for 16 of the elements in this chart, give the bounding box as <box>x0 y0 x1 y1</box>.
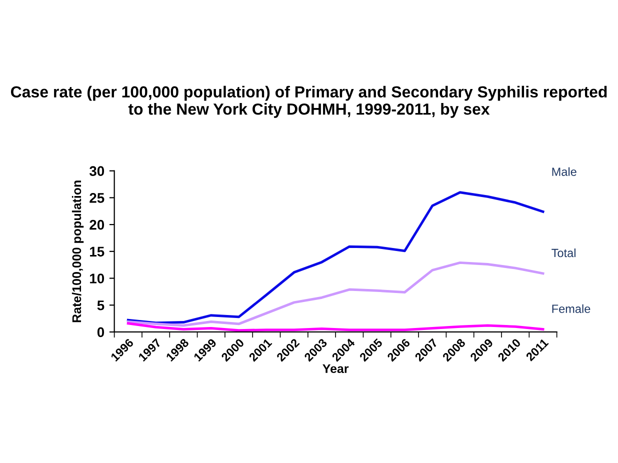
series-label: Total <box>552 248 576 258</box>
y-tick-label: 30 <box>89 166 104 176</box>
line-series <box>126 322 544 332</box>
y-axis-title: Rate/100,000 population <box>72 180 84 322</box>
line-series <box>126 261 544 327</box>
text: Male <box>552 167 576 176</box>
y-tick-label: 25 <box>90 193 104 203</box>
y-tick-label: 5 <box>97 300 104 310</box>
y-tick-label: 20 <box>90 220 104 230</box>
line-series <box>126 191 544 324</box>
y-tick-label: 15 <box>90 246 104 257</box>
y-tick-label: 10 <box>90 274 104 284</box>
y-tick-label: 0 <box>97 327 104 338</box>
chart-title: Case rate (per 100,000 population) of Primary and Secondary Syphilis reported to the New York City DOHMH, 1999-2011, by sex <box>10 86 607 118</box>
series-label: Female <box>552 304 590 314</box>
x-axis-title: Year <box>322 364 349 374</box>
